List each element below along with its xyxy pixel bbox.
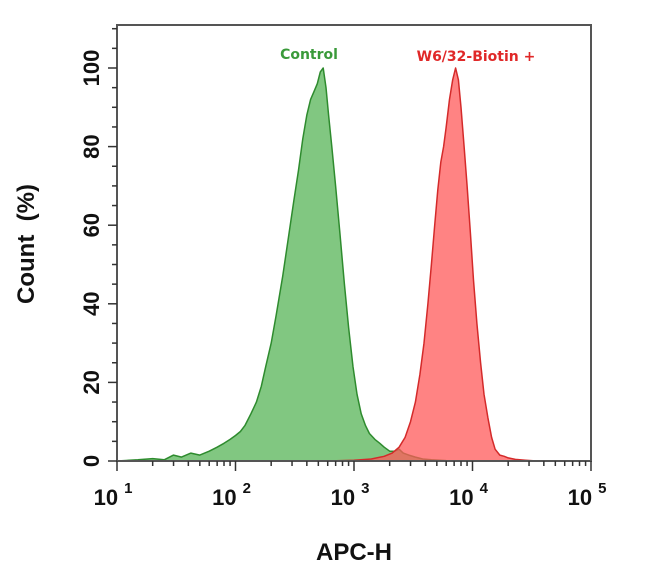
y-tick-label: 20: [79, 370, 104, 394]
series-area-0: [117, 68, 473, 461]
series-area-1: [327, 68, 537, 461]
series-line-1: [327, 67, 538, 462]
y-tick-label: 100: [79, 50, 104, 87]
x-tick-label: 10 5: [568, 480, 607, 510]
x-tick-label: 10 4: [449, 480, 488, 510]
x-tick-label: 10 1: [94, 480, 133, 510]
x-tick-label: 10 2: [212, 480, 251, 510]
y-tick-label: 0: [79, 455, 104, 467]
y-tick-label: 40: [79, 292, 104, 316]
series-line-0: [116, 67, 473, 462]
y-tick-label: 60: [79, 213, 104, 237]
legend-label-w6-32-biotin: W6/32-Biotin +: [417, 49, 536, 65]
y-tick-label: 80: [79, 134, 104, 158]
y-axis-title: Count (%): [13, 184, 40, 304]
x-axis: 10 1 10 2 10 3 10 4 10 5: [94, 461, 607, 510]
x-tick-label: 10 3: [331, 480, 370, 510]
series-layer: [116, 67, 538, 462]
x-axis-title: APC-H: [316, 539, 392, 566]
y-axis: 0 20 40 60 80 100: [79, 27, 117, 467]
legend-label-control: Control: [280, 47, 338, 63]
